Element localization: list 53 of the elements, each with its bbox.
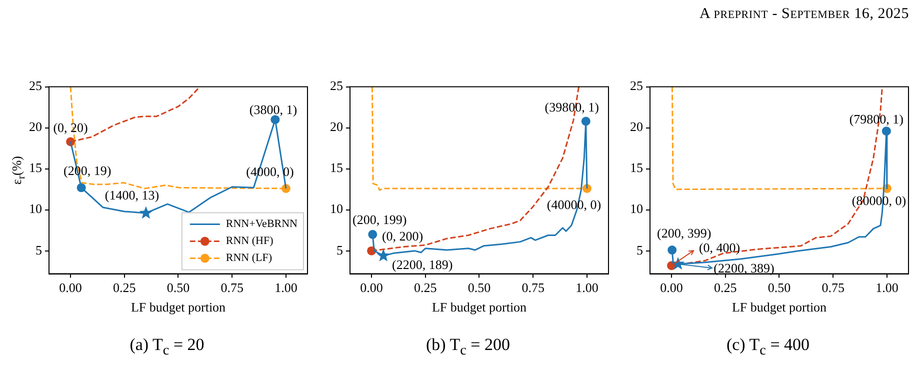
x-tick-label: 0.50	[768, 280, 791, 296]
text: (a) T$_{c}$ = 20	[128, 335, 206, 360]
y-tick-label: 15	[29, 160, 42, 176]
y-tick-label: 25	[330, 78, 343, 94]
legend-label: RNN+VeBRNN	[226, 218, 298, 230]
legend-label: RNN (LF)	[226, 252, 272, 264]
text: (b) T$_{c}$ = 200	[424, 335, 512, 360]
y-tick-label: 10	[630, 201, 643, 216]
y-tick-label: 20	[330, 119, 343, 134]
annotation: (0, 20)	[53, 120, 88, 136]
y-tick-label: 10	[330, 201, 343, 216]
x-tick-label: 0.00	[360, 280, 383, 296]
y-tick-label: 5	[636, 242, 643, 258]
point	[139, 206, 153, 219]
x-tick-label: 0.25	[414, 280, 437, 296]
y-tick-label: 25	[630, 78, 643, 94]
legend-label: RNN (HF)	[226, 235, 274, 248]
x-tick-label: 0.50	[166, 280, 190, 296]
annotation: (2200, 189)	[392, 257, 453, 272]
annotation: (0, 400)	[698, 240, 740, 256]
y-tick-label: 5	[336, 242, 343, 258]
x-axis-title: LF budget portion	[130, 300, 226, 315]
y-tick-label: 5	[36, 242, 42, 258]
x-tick-label: 0.25	[113, 280, 136, 296]
x-tick-label: 1.00	[274, 280, 298, 296]
x-axis-title: LF budget portion	[732, 300, 828, 315]
x-axis-title: LF budget portion	[432, 300, 528, 315]
y-tick-label: 20	[630, 119, 643, 134]
x-tick-label: 0.25	[714, 280, 737, 296]
y-tick-label: 10	[29, 201, 42, 216]
point	[376, 248, 390, 262]
text: A preprint - September 16, 2025	[699, 6, 909, 23]
x-tick-label: 0.75	[220, 280, 244, 296]
text: (c) T$_{c}$ = 400	[725, 335, 811, 360]
x-tick-label: 0.75	[822, 280, 844, 296]
annotation: (200, 199)	[352, 212, 407, 227]
annotation: (1400, 13)	[104, 188, 160, 203]
annotation: (79800, 1)	[849, 112, 904, 127]
annotation: (200, 399)	[656, 225, 712, 240]
x-tick-label: 0.75	[522, 280, 544, 296]
y-tick-label: 15	[330, 160, 343, 176]
y-tick-label: 20	[29, 119, 42, 134]
x-tick-label: 1.00	[576, 280, 598, 296]
y-tick-label: 15	[630, 160, 643, 176]
x-tick-label: 0.00	[59, 280, 82, 296]
x-tick-label: 1.00	[876, 280, 898, 296]
annotation: (3800, 1)	[249, 102, 298, 118]
y-tick-label: 25	[29, 78, 42, 94]
annotation: (2200, 389)	[714, 260, 774, 276]
annotation: (39800, 1)	[544, 100, 599, 115]
x-tick-label: 0.00	[660, 280, 683, 296]
annotation: (0, 200)	[382, 228, 424, 244]
x-tick-label: 0.50	[468, 280, 491, 296]
